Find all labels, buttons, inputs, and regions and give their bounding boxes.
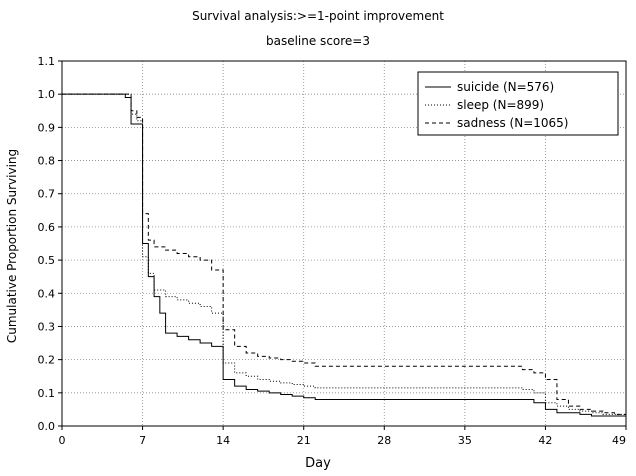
y-tick-label: 0.5 — [38, 254, 56, 267]
series-line-0 — [62, 93, 627, 418]
series-line-1 — [62, 93, 627, 417]
x-tick-label: 49 — [612, 434, 626, 447]
series-line-2 — [62, 93, 627, 417]
plot-frame — [61, 60, 627, 427]
axis-ticks: 0.0 0.1 0.2 0.3 0.4 0.5 0.6 0.7 0.8 0.9 1.0 1.1 0 7 14… — [38, 55, 627, 447]
legend-box — [417, 71, 619, 136]
y-tick-label: 0.8 — [38, 155, 56, 168]
x-tick-label: 7 — [139, 434, 146, 447]
y-tick-label: 0.3 — [38, 320, 56, 333]
x-axis-label: Day — [305, 456, 331, 471]
x-tick-label: 14 — [216, 434, 230, 447]
series-layer — [62, 93, 627, 418]
y-tick-label: 1.0 — [38, 88, 56, 101]
x-tick-label: 42 — [538, 434, 552, 447]
y-tick-label: 0.0 — [38, 420, 56, 433]
chart-subtitle: baseline score=3 — [265, 34, 370, 48]
y-tick-label: 0.6 — [38, 221, 56, 234]
legend-label-2: sadness (N=1065) — [457, 116, 568, 130]
x-tick-label: 0 — [59, 434, 66, 447]
x-tick-label: 28 — [377, 434, 391, 447]
legend-label-0: suicide (N=576) — [457, 80, 554, 94]
x-tick-label: 21 — [297, 434, 311, 447]
y-tick-label: 0.1 — [38, 387, 56, 400]
chart-title: Survival analysis:>=1-point improvement — [192, 9, 444, 23]
y-axis-label: Cumulative Proportion Surviving — [5, 148, 19, 344]
y-tick-label: 0.9 — [38, 121, 56, 134]
y-tick-label: 1.1 — [38, 55, 56, 68]
x-tick-label: 35 — [458, 434, 472, 447]
legend-label-1: sleep (N=899) — [457, 98, 544, 112]
y-tick-label: 0.7 — [38, 188, 56, 201]
y-tick-label: 0.4 — [38, 287, 56, 300]
legend: suicide (N=576) sleep (N=899) sadness (N=1… — [417, 71, 619, 136]
y-tick-label: 0.2 — [38, 354, 56, 367]
